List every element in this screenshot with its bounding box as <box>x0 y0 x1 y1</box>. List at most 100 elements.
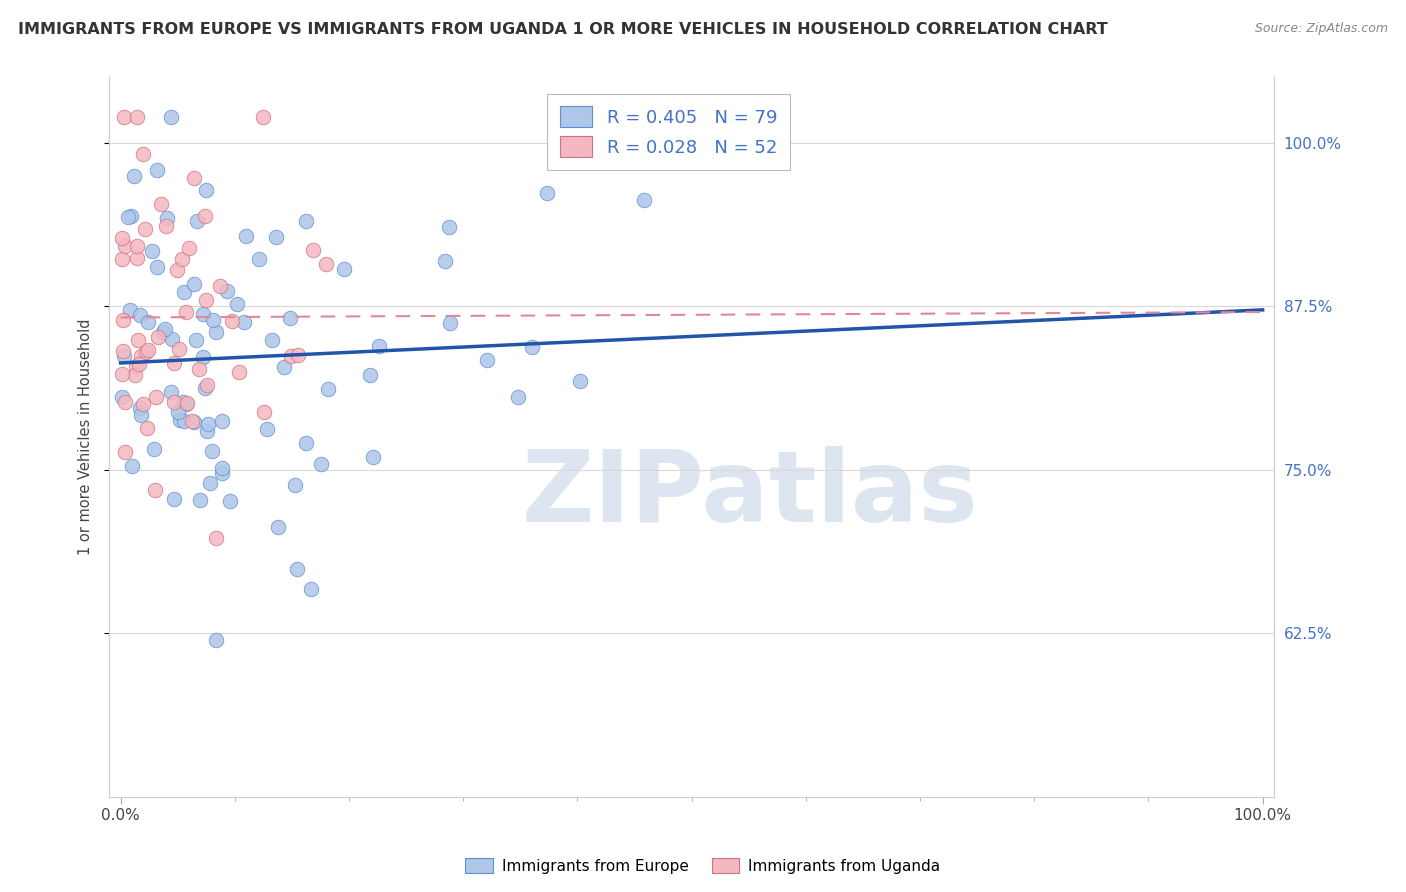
Point <box>568 375 591 389</box>
Point <box>129 308 152 322</box>
Point <box>197 417 219 432</box>
Point <box>167 343 190 357</box>
Point <box>188 361 211 376</box>
Point <box>173 285 195 300</box>
Point <box>508 390 530 404</box>
Point <box>152 326 174 340</box>
Point <box>188 493 211 508</box>
Point <box>284 478 307 492</box>
Point <box>163 395 186 409</box>
Point <box>136 421 159 435</box>
Point <box>129 401 152 415</box>
Point <box>174 305 197 319</box>
Point <box>205 633 228 648</box>
Point <box>177 241 200 255</box>
Point <box>247 252 270 267</box>
Point <box>170 252 193 266</box>
Point <box>520 340 543 354</box>
Point <box>145 163 167 178</box>
Point <box>143 483 166 498</box>
Point <box>127 239 149 253</box>
Point <box>150 196 173 211</box>
Point <box>111 312 134 326</box>
Point <box>302 243 325 257</box>
Point <box>252 110 274 124</box>
Point <box>120 209 142 223</box>
Point <box>160 110 183 124</box>
Point <box>111 230 134 244</box>
Point <box>125 359 148 373</box>
Point <box>194 293 217 307</box>
Point <box>253 405 276 419</box>
Point <box>132 397 155 411</box>
Point <box>172 394 194 409</box>
Point <box>118 303 141 318</box>
Point <box>273 359 295 374</box>
Point <box>194 209 217 223</box>
Point <box>256 422 278 436</box>
Point <box>131 146 153 161</box>
Point <box>295 435 318 450</box>
Point <box>114 395 136 409</box>
Point <box>160 385 183 400</box>
Point <box>205 531 228 545</box>
Point <box>186 213 208 227</box>
Point <box>183 277 205 291</box>
Point <box>176 397 198 411</box>
Point <box>211 415 233 429</box>
Point <box>262 334 284 348</box>
Y-axis label: 1 or more Vehicles in Household: 1 or more Vehicles in Household <box>79 318 93 556</box>
Point <box>136 315 159 329</box>
Point <box>278 311 301 326</box>
Point <box>232 315 254 329</box>
Point <box>536 186 558 201</box>
Point <box>125 110 148 124</box>
Point <box>155 219 177 234</box>
Point <box>477 353 499 368</box>
Point <box>180 414 202 428</box>
Point <box>221 314 243 328</box>
Point <box>204 325 226 339</box>
Point <box>136 343 159 357</box>
Text: Source: ZipAtlas.com: Source: ZipAtlas.com <box>1254 22 1388 36</box>
Point <box>201 444 224 458</box>
Point <box>112 110 135 124</box>
Point <box>211 461 233 475</box>
Point <box>146 330 169 344</box>
Point <box>194 382 217 396</box>
Point <box>309 457 332 471</box>
Point <box>169 413 191 427</box>
Point <box>434 254 457 268</box>
Point <box>439 220 461 235</box>
Point <box>125 251 148 265</box>
Point <box>195 424 218 438</box>
Point <box>134 222 156 236</box>
Point <box>176 395 198 409</box>
Point <box>299 582 322 597</box>
Point <box>193 351 215 365</box>
Point <box>124 368 146 382</box>
Point <box>191 307 214 321</box>
Point <box>142 442 165 456</box>
Text: ZIPatlas: ZIPatlas <box>522 446 979 543</box>
Point <box>156 211 179 226</box>
Point <box>129 409 152 423</box>
Point <box>198 476 221 491</box>
Point <box>114 239 136 253</box>
Point <box>359 368 381 383</box>
Point <box>633 193 655 207</box>
Legend: R = 0.405   N = 79, R = 0.028   N = 52: R = 0.405 N = 79, R = 0.028 N = 52 <box>547 94 790 169</box>
Point <box>266 230 288 244</box>
Point <box>162 332 184 346</box>
Point <box>235 228 257 243</box>
Point <box>218 494 240 508</box>
Point <box>111 368 134 382</box>
Point <box>117 210 139 224</box>
Point <box>163 492 186 507</box>
Point <box>166 263 188 277</box>
Point <box>183 415 205 429</box>
Point <box>208 279 231 293</box>
Point <box>315 257 337 271</box>
Point <box>146 260 169 274</box>
Point <box>316 382 339 396</box>
